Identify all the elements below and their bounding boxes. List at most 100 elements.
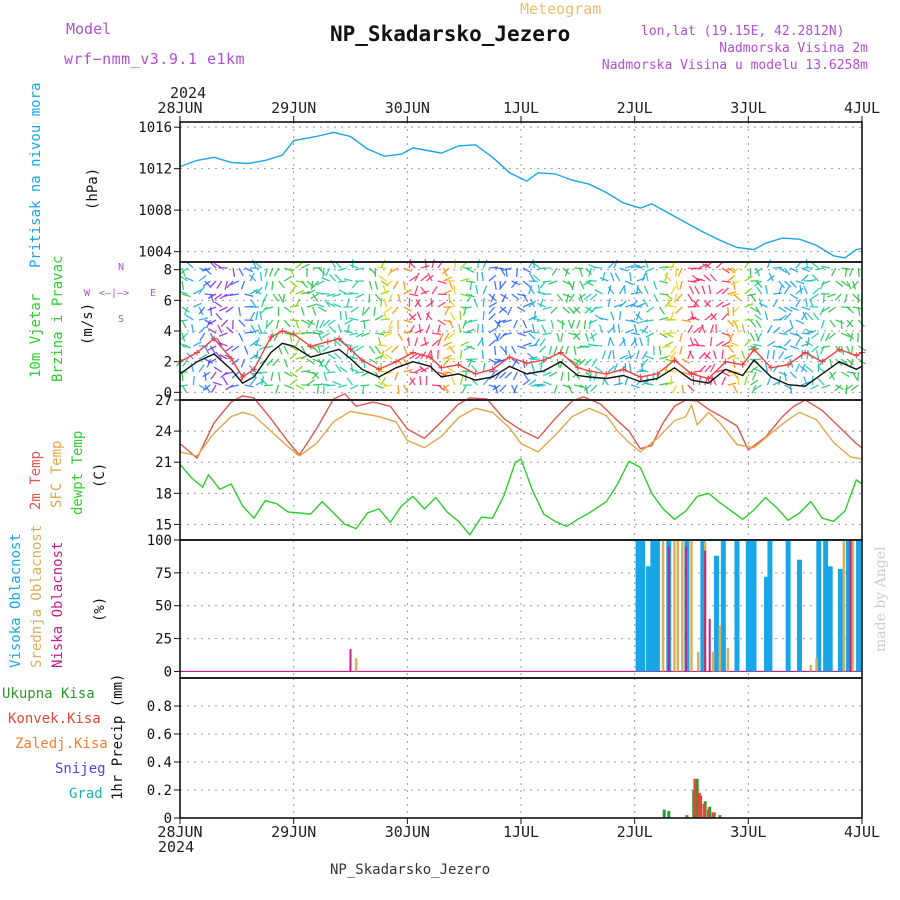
wind-arrow [207, 345, 217, 351]
wind-arrow [346, 377, 354, 386]
wind-arrow [803, 285, 808, 295]
wind-arrow [784, 327, 793, 334]
wind-arrow [607, 261, 616, 269]
wind-arrow [630, 291, 640, 295]
wind-arrow [244, 293, 254, 297]
wind-arrow [448, 293, 451, 304]
wind-arrow [510, 280, 518, 289]
wind-arrow [846, 371, 856, 374]
wind-arrow [687, 324, 693, 334]
cloud-bar [726, 647, 730, 672]
wind-arrow [594, 289, 603, 295]
wind-arrow [420, 341, 430, 347]
wind-arrow [789, 345, 799, 350]
wind-arrow [408, 325, 415, 334]
wind-arrow [324, 358, 331, 368]
wind-arrow [202, 371, 211, 378]
cloud-bar [748, 540, 754, 672]
wind-arrow [727, 382, 737, 386]
wind-arrow [379, 352, 388, 360]
wind-arrow [821, 306, 831, 313]
wind-arrow [755, 280, 763, 289]
wind-arrow [789, 371, 797, 379]
y-tick-label: 4 [164, 324, 172, 340]
wind-arrow [645, 267, 654, 273]
wind-arrow [238, 306, 241, 316]
wind-arrow [334, 273, 342, 282]
wind-arrow [460, 293, 470, 297]
wind-arrow [804, 340, 814, 347]
wind-arrow [522, 267, 532, 273]
wind-arrow [609, 337, 615, 347]
wind-arrow [425, 324, 431, 334]
gust-marker [410, 349, 417, 356]
wind-arrow [317, 332, 323, 342]
wind-arrow [360, 332, 370, 338]
wind-arrow [688, 285, 695, 295]
wind-arrow [210, 371, 217, 380]
wind-arrow [783, 339, 792, 347]
wind-arrow [778, 285, 783, 295]
wind-arrow [263, 384, 273, 387]
wind-arrow [795, 337, 801, 347]
wind-arrow [283, 319, 291, 328]
wind-arrow [193, 341, 202, 347]
wind-arrow [437, 349, 439, 360]
wind-arrow [343, 278, 353, 282]
wind-arrow [333, 352, 342, 360]
wind-arrow [332, 303, 342, 308]
time-tick-label-top: 2JUL [617, 99, 653, 117]
wind-arrow [681, 384, 685, 395]
cloud-bar [681, 540, 684, 672]
wind-arrow [250, 299, 257, 308]
wind-arrow [322, 267, 325, 278]
wind-arrow [528, 344, 538, 347]
cloud-bar [697, 651, 700, 672]
wind-arrow [476, 259, 480, 269]
wind-arrow [476, 323, 479, 334]
wind-arrow [579, 267, 583, 277]
wind-arrow [380, 318, 390, 321]
wind-arrow [641, 325, 649, 334]
wind-arrow [567, 280, 574, 290]
cloud-bar [837, 568, 843, 672]
wind-arrow [414, 328, 424, 334]
wind-arrow [231, 319, 234, 330]
wind-arrow [556, 332, 560, 342]
wind-arrow [326, 293, 336, 297]
wind-arrow [255, 286, 263, 295]
wind-arrow [829, 358, 833, 368]
wind-arrow [522, 319, 528, 329]
wind-arrow [789, 280, 797, 288]
y-tick-label: 25 [155, 632, 172, 648]
wind-arrow [619, 267, 629, 272]
wind-arrow [690, 316, 700, 321]
cloud-bar [718, 625, 722, 672]
compass-w: W [84, 288, 91, 299]
wind-arrow [562, 267, 570, 275]
wind-arrow [373, 306, 376, 316]
wind-arrow [591, 358, 598, 367]
wind-arrow [209, 280, 217, 288]
wind-arrow [193, 289, 202, 295]
wind-arrow [193, 302, 202, 308]
wind-arrow [522, 342, 532, 347]
cloud-bar [714, 555, 720, 672]
wind-arrow [542, 332, 552, 336]
wind-arrow [755, 306, 762, 316]
wind-arrow [754, 314, 763, 321]
legend-total-rain: Ukupna Kisa [2, 686, 95, 702]
wind-arrow [449, 299, 456, 308]
wind-arrow [778, 314, 787, 321]
wind-arrow [306, 304, 316, 308]
wind-arrow [475, 285, 479, 295]
wind-arrow [570, 319, 575, 329]
wind-arrow [528, 286, 535, 295]
precip-bar [702, 804, 706, 818]
wind-arrow [846, 319, 854, 328]
wind-arrow [210, 384, 217, 393]
wind-arrow [204, 384, 211, 393]
wind-arrow [703, 300, 712, 308]
cloud-bar [700, 540, 706, 672]
wind-arrow [185, 314, 194, 321]
